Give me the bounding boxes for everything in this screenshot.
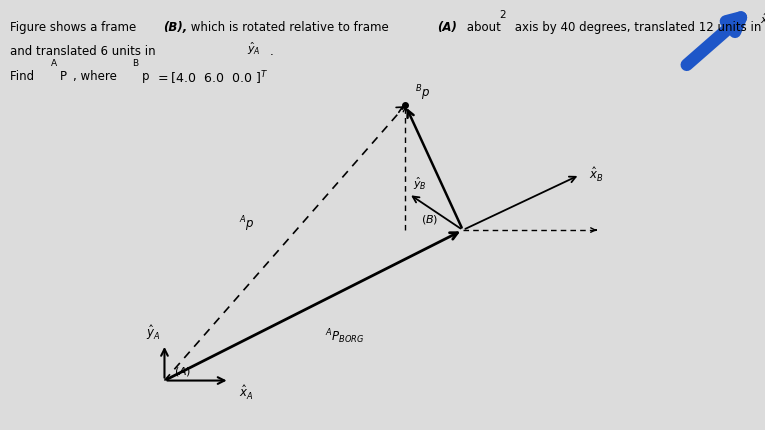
Text: (B),: (B), — [163, 21, 187, 34]
Text: .: . — [270, 45, 274, 58]
Text: , where: , where — [73, 70, 121, 83]
Text: 2: 2 — [500, 10, 506, 20]
Text: B: B — [132, 59, 138, 68]
Text: axis by 40 degrees, translated 12 units in: axis by 40 degrees, translated 12 units … — [511, 21, 765, 34]
Text: Find: Find — [10, 70, 37, 83]
Text: $^Ap$: $^Ap$ — [239, 215, 254, 234]
Text: p: p — [142, 70, 149, 83]
Text: $(B)$: $(B)$ — [421, 213, 438, 226]
Text: about: about — [463, 21, 504, 34]
Text: which is rotated relative to frame: which is rotated relative to frame — [187, 21, 393, 34]
Text: Figure shows a frame: Figure shows a frame — [10, 21, 140, 34]
Text: (A): (A) — [437, 21, 457, 34]
Text: $^Bp$: $^Bp$ — [415, 83, 431, 103]
Text: $\hat{y}_B$: $\hat{y}_B$ — [412, 175, 426, 192]
Text: $\hat{x}_A$: $\hat{x}_A$ — [239, 384, 253, 402]
Text: $^AP_{BORG}$: $^AP_{BORG}$ — [324, 327, 364, 345]
Text: $= [ 4.0 \ \ 6.0 \ \ 0.0 \ ]^T$: $= [ 4.0 \ \ 6.0 \ \ 0.0 \ ]^T$ — [155, 70, 269, 87]
Text: $\hat{x}_A$: $\hat{x}_A$ — [760, 12, 765, 28]
Text: $\hat{y}_A$: $\hat{y}_A$ — [146, 323, 161, 342]
Text: A: A — [50, 59, 57, 68]
Text: $(A)$: $(A)$ — [174, 365, 191, 378]
Text: $\hat{y}_A$: $\hat{y}_A$ — [247, 41, 261, 57]
Text: and translated 6 units in: and translated 6 units in — [10, 45, 159, 58]
Text: P: P — [60, 70, 67, 83]
Text: $\hat{x}_B$: $\hat{x}_B$ — [589, 166, 604, 184]
